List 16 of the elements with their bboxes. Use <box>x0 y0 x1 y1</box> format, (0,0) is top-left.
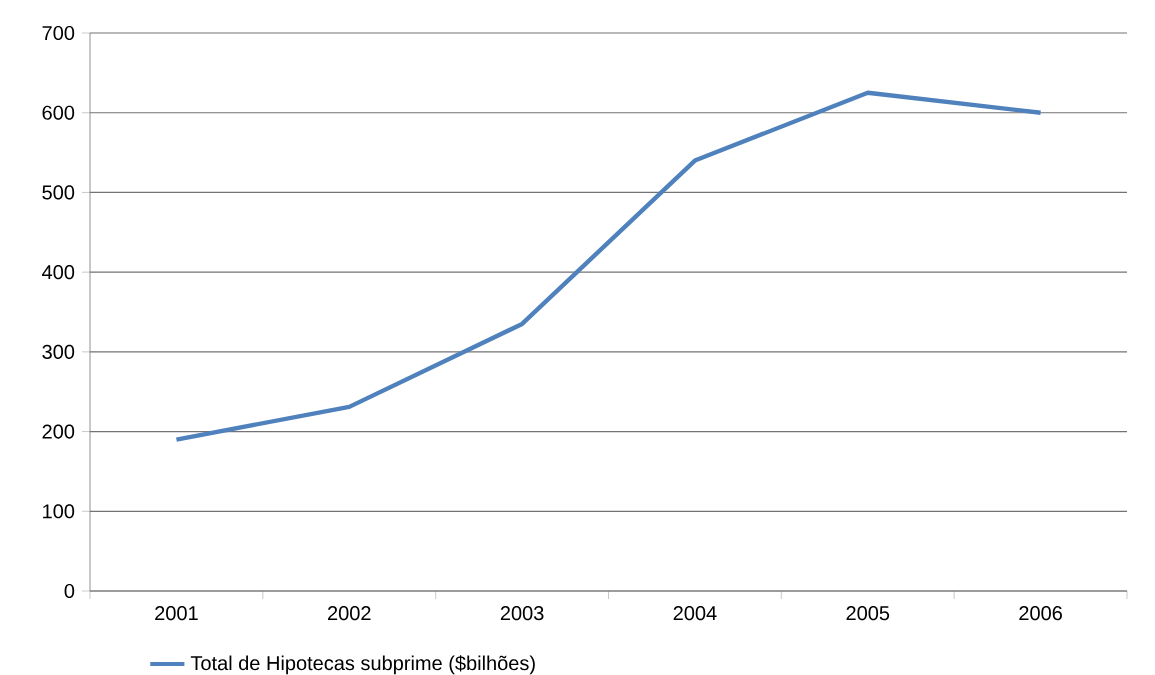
y-tick-label: 100 <box>43 504 75 519</box>
legend-label: Total de Hipotecas subprime ($bilhões) <box>190 655 535 675</box>
y-tick-label: 200 <box>42 424 75 439</box>
x-tick-label: 2001 <box>155 606 198 621</box>
y-tick-label: 500 <box>42 185 75 200</box>
y-tick-label: 300 <box>42 344 75 359</box>
x-tick-label: 2005 <box>846 606 890 621</box>
x-tick-label: 2003 <box>500 606 544 621</box>
y-tick-label: 700 <box>42 25 75 41</box>
line-series <box>174 90 1043 442</box>
y-tick-label: 400 <box>42 265 75 280</box>
x-tick-label: 2004 <box>673 606 717 621</box>
x-tick-label: 2002 <box>328 606 371 621</box>
y-tick-label: 0 <box>64 583 75 599</box>
x-tick-label: 2006 <box>1019 606 1062 621</box>
y-tick-label: 600 <box>42 105 75 120</box>
